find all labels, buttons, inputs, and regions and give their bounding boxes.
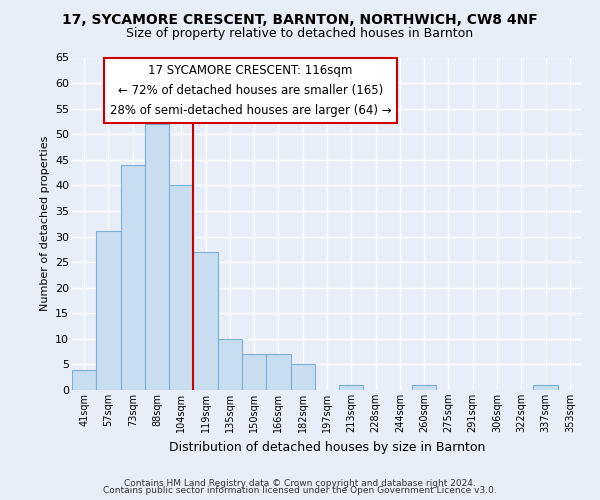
Bar [96, 232, 121, 390]
Bar [145, 124, 169, 390]
Text: Size of property relative to detached houses in Barnton: Size of property relative to detached ho… [127, 28, 473, 40]
Text: 17 SYCAMORE CRESCENT: 116sqm
← 72% of detached houses are smaller (165)
28% of s: 17 SYCAMORE CRESCENT: 116sqm ← 72% of de… [110, 64, 391, 117]
X-axis label: Distribution of detached houses by size in Barnton: Distribution of detached houses by size … [169, 440, 485, 454]
Bar [218, 339, 242, 390]
Y-axis label: Number of detached properties: Number of detached properties [40, 136, 50, 312]
Text: Contains public sector information licensed under the Open Government Licence v3: Contains public sector information licen… [103, 486, 497, 495]
Bar [266, 354, 290, 390]
Bar [339, 385, 364, 390]
Bar [169, 186, 193, 390]
Bar [533, 385, 558, 390]
Bar [121, 165, 145, 390]
Text: 17, SYCAMORE CRESCENT, BARNTON, NORTHWICH, CW8 4NF: 17, SYCAMORE CRESCENT, BARNTON, NORTHWIC… [62, 12, 538, 26]
Bar [242, 354, 266, 390]
Bar [412, 385, 436, 390]
Text: Contains HM Land Registry data © Crown copyright and database right 2024.: Contains HM Land Registry data © Crown c… [124, 478, 476, 488]
Bar [72, 370, 96, 390]
Bar [290, 364, 315, 390]
Bar [193, 252, 218, 390]
